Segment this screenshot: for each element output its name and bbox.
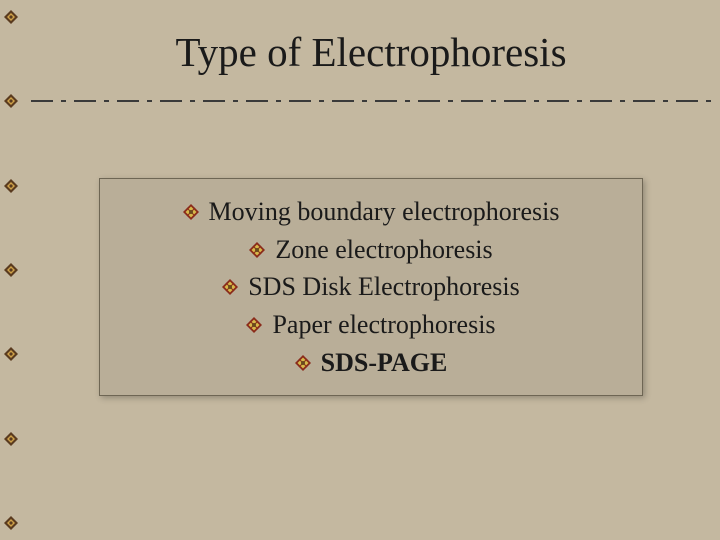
list-item-label: Moving boundary electrophoresis	[209, 193, 560, 231]
list-item: Zone electrophoresis	[249, 231, 492, 269]
diamond-bullet-icon	[246, 317, 262, 333]
list-item: Paper electrophoresis	[246, 306, 495, 344]
slide-content: Type of Electrophoresis Moving boundary …	[22, 0, 720, 540]
diamond-bullet-icon	[222, 279, 238, 295]
list-item: SDS Disk Electrophoresis	[222, 268, 520, 306]
rail-ornament-icon	[4, 179, 18, 193]
rail-ornament-icon	[4, 263, 18, 277]
list-item: SDS-PAGE	[295, 344, 448, 382]
diamond-bullet-icon	[183, 204, 199, 220]
list-item: Moving boundary electrophoresis	[183, 193, 560, 231]
diamond-bullet-icon	[249, 242, 265, 258]
title-divider	[31, 100, 711, 102]
diamond-bullet-icon	[295, 355, 311, 371]
list-item-label: SDS-PAGE	[321, 344, 448, 382]
list-item-label: Paper electrophoresis	[272, 306, 495, 344]
left-ornament-rail	[0, 0, 22, 540]
rail-ornament-icon	[4, 516, 18, 530]
list-item-label: SDS Disk Electrophoresis	[248, 268, 520, 306]
rail-ornament-icon	[4, 94, 18, 108]
rail-ornament-icon	[4, 432, 18, 446]
list-item-label: Zone electrophoresis	[275, 231, 492, 269]
rail-ornament-icon	[4, 347, 18, 361]
rail-ornament-icon	[4, 10, 18, 24]
items-panel: Moving boundary electrophoresis Zone ele…	[99, 178, 643, 396]
slide-title: Type of Electrophoresis	[175, 28, 566, 76]
